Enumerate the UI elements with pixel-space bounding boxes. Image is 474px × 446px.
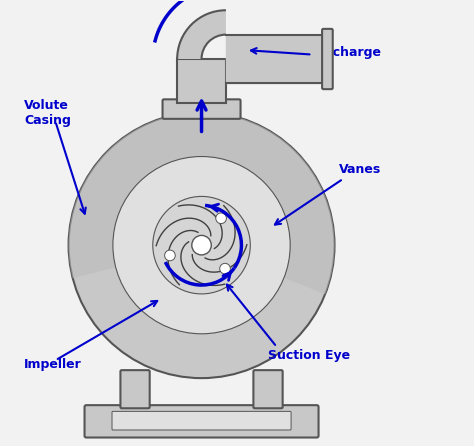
Text: Suction Eye: Suction Eye xyxy=(268,350,350,363)
Polygon shape xyxy=(177,10,226,59)
Circle shape xyxy=(164,250,175,261)
Text: Impeller: Impeller xyxy=(24,358,82,372)
Circle shape xyxy=(69,112,335,378)
FancyBboxPatch shape xyxy=(163,99,240,119)
Text: Vanes: Vanes xyxy=(339,163,381,176)
FancyBboxPatch shape xyxy=(177,59,226,103)
Text: Discharge: Discharge xyxy=(312,45,383,59)
Polygon shape xyxy=(69,112,335,294)
FancyBboxPatch shape xyxy=(112,411,291,430)
Circle shape xyxy=(113,157,290,334)
Text: Volute
Casing: Volute Casing xyxy=(24,99,71,127)
Circle shape xyxy=(153,196,250,294)
FancyBboxPatch shape xyxy=(120,370,150,408)
FancyBboxPatch shape xyxy=(322,29,333,89)
FancyBboxPatch shape xyxy=(84,405,319,438)
FancyBboxPatch shape xyxy=(254,370,283,408)
Circle shape xyxy=(220,263,230,274)
Circle shape xyxy=(216,213,227,223)
Circle shape xyxy=(192,235,211,255)
